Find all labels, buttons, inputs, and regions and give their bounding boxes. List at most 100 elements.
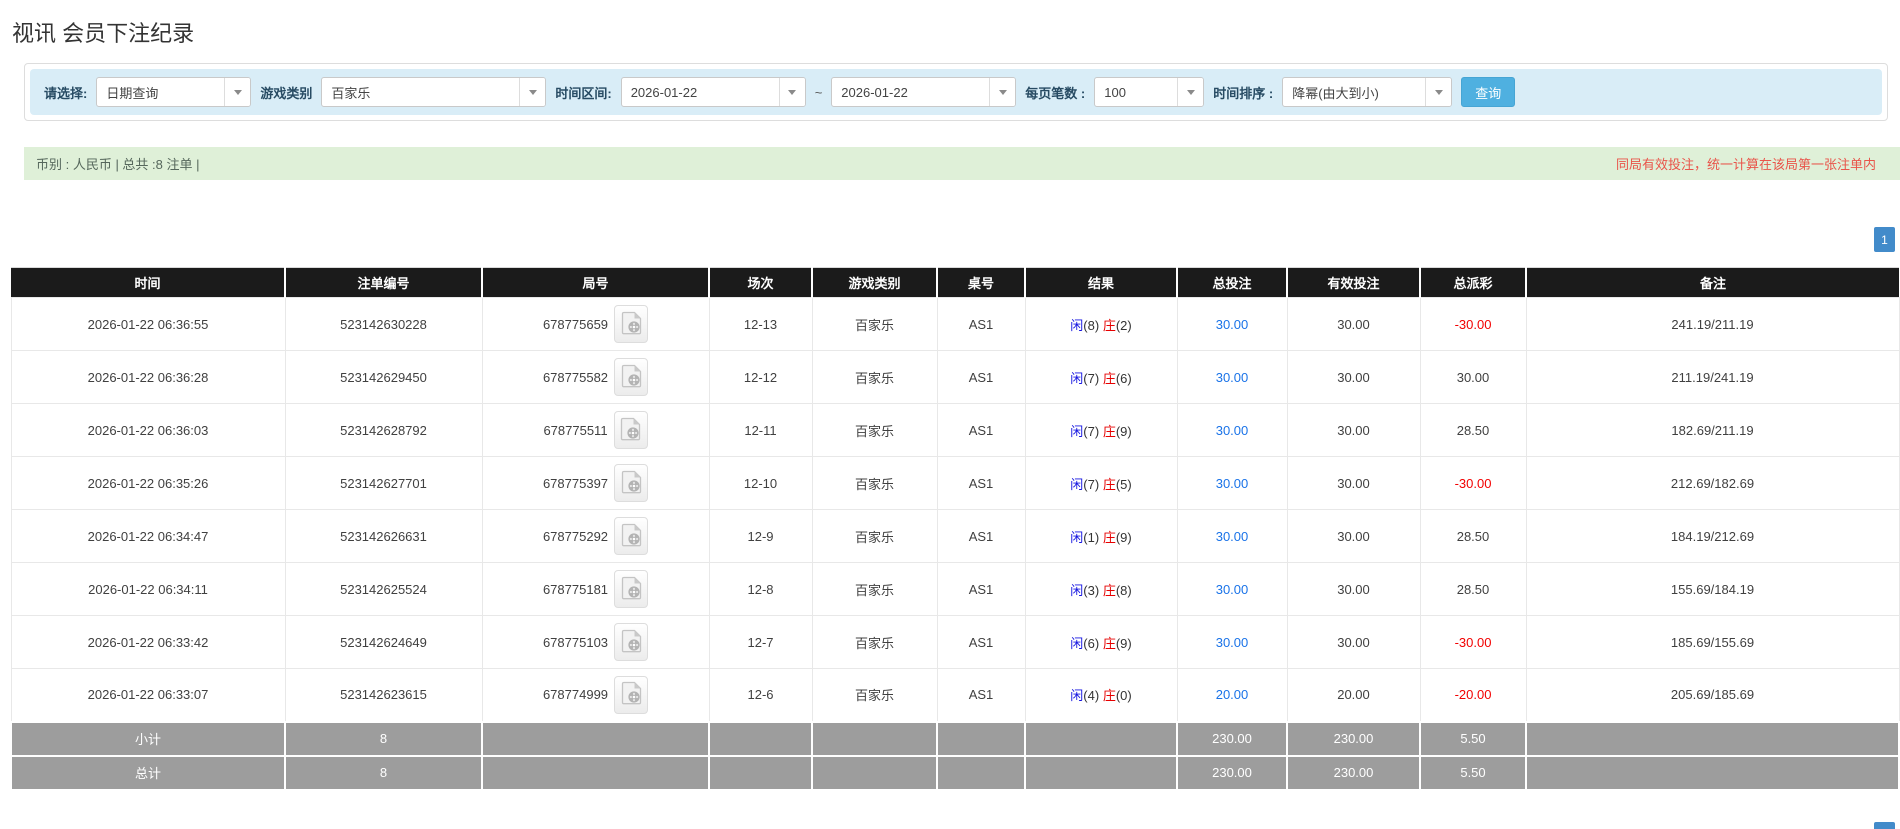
col-session: 场次 [708,267,813,298]
page-size-select[interactable]: 100 [1094,77,1205,107]
player-result-label: 闲 [1070,317,1084,333]
date-range-label: 时间区间: [555,85,612,101]
game-type-cell: 百家乐 [811,350,938,404]
col-time: 时间 [11,267,286,298]
query-type-value: 日期查询 [106,85,159,101]
col-round-no: 局号 [481,267,710,298]
pagination-page-1-top[interactable]: 1 [1874,227,1895,252]
video-replay-button[interactable] [614,305,649,343]
chevron-down-icon[interactable] [1425,78,1452,106]
total-payout: 5.50 [1419,754,1527,791]
player-result-value: (3) [1083,582,1100,598]
query-type-select[interactable]: 日期查询 [96,77,252,107]
payout-cell: -20.00 [1419,668,1527,722]
banker-result-label: 庄 [1102,370,1116,386]
summary-bar: 币别 : 人民币 | 总共 :8 注单 | 同局有效投注，统一计算在该局第一张注… [24,147,1900,180]
table-no-cell: AS1 [936,297,1026,351]
page-size-value: 100 [1104,84,1126,100]
round-no-text: 678775397 [542,475,609,491]
table-row: 2026-01-22 06:34:47 523142626631 6787752… [10,509,1900,563]
total-bet-link[interactable]: 30.00 [1215,369,1249,385]
time-cell: 2026-01-22 06:36:55 [10,297,286,351]
result-cell: 闲(3) 庄(8) [1024,562,1178,616]
col-payout: 总派彩 [1419,267,1527,298]
table-no-cell: AS1 [936,509,1026,563]
banker-result-value: (8) [1115,582,1132,598]
result-cell: 闲(7) 庄(5) [1024,456,1178,510]
player-result-label: 闲 [1070,423,1084,439]
round-no-cell: 678775582 [481,350,710,404]
remark-cell: 211.19/241.19 [1525,350,1900,404]
table-body: 2026-01-22 06:36:55 523142630228 6787756… [10,297,1900,722]
date-to-value: 2026-01-22 [841,84,908,100]
total-bet-link[interactable]: 30.00 [1215,634,1249,650]
total-bet-link[interactable]: 30.00 [1215,422,1249,438]
video-replay-button[interactable] [614,675,649,714]
result-cell: 闲(4) 庄(0) [1024,668,1178,722]
total-bet-cell: 20.00 [1176,668,1288,722]
time-cell: 2026-01-22 06:33:42 [10,615,286,669]
video-replay-button[interactable] [614,570,649,608]
total-label: 总计 [10,754,286,791]
pagination-page-1-bottom[interactable]: 1 [1874,822,1895,829]
video-file-icon [621,681,642,708]
col-total-bet: 总投注 [1176,267,1288,298]
remark-cell: 155.69/184.19 [1525,562,1900,616]
col-table-no: 桌号 [936,267,1026,298]
banker-result-label: 庄 [1102,688,1116,704]
search-button[interactable]: 查询 [1461,77,1516,107]
round-no-text: 678774999 [542,687,609,703]
round-no-text: 678775103 [542,634,609,650]
game-type-select[interactable]: 百家乐 [321,77,547,107]
payout-cell: 28.50 [1419,509,1527,563]
total-count: 8 [284,754,483,791]
session-cell: 12-9 [708,509,813,563]
total-bet-link[interactable]: 30.00 [1215,475,1249,491]
date-from-value: 2026-01-22 [630,84,698,100]
total-bet-cell: 30.00 [1176,456,1288,510]
chevron-down-icon[interactable] [224,78,251,106]
remark-cell: 184.19/212.69 [1525,509,1900,563]
date-range-tilde: ~ [814,84,823,100]
round-no-text: 678775511 [543,422,608,438]
date-to-select[interactable]: 2026-01-22 [831,77,1017,107]
filter-bar: 请选择: 日期查询 游戏类别 百家乐 时间区间: 2026-01-22 ~ 20… [30,69,1882,115]
player-result-value: (7) [1083,476,1100,492]
game-type-cell: 百家乐 [811,509,938,563]
total-total-bet: 230.00 [1176,754,1288,791]
total-bet-link[interactable]: 30.00 [1215,528,1249,544]
game-type-cell: 百家乐 [811,297,938,351]
valid-bet-cell: 30.00 [1286,456,1421,510]
currency-total-text: 币别 : 人民币 | 总共 :8 注单 | [36,157,200,172]
payout-cell: -30.00 [1419,615,1527,669]
chevron-down-icon[interactable] [1177,78,1204,106]
chevron-down-icon[interactable] [989,78,1016,106]
total-bet-link[interactable]: 30.00 [1215,316,1249,332]
video-replay-button[interactable] [614,517,649,555]
date-from-select[interactable]: 2026-01-22 [620,77,806,107]
video-replay-button[interactable] [613,411,648,449]
round-no-text: 678775181 [542,581,609,597]
video-replay-button[interactable] [614,358,649,396]
total-bet-link[interactable]: 30.00 [1215,581,1249,597]
player-result-label: 闲 [1070,635,1084,651]
video-file-icon [621,311,642,338]
col-bet-no: 注单编号 [284,267,483,298]
time-cell: 2026-01-22 06:36:28 [10,350,286,404]
video-replay-button[interactable] [614,464,649,502]
video-replay-button[interactable] [614,623,649,661]
game-type-cell: 百家乐 [811,668,938,722]
chevron-down-icon[interactable] [778,78,805,106]
round-no-cell: 678775659 [481,297,710,351]
player-result-value: (6) [1083,635,1100,651]
same-round-note: 同局有效投注，统一计算在该局第一张注单内 [1615,157,1876,172]
total-bet-link[interactable]: 20.00 [1215,687,1249,703]
subtotal-total-bet: 230.00 [1176,720,1288,757]
banker-result-value: (6) [1115,370,1132,386]
chevron-down-icon[interactable] [519,78,546,106]
sort-select[interactable]: 降幂(由大到小) [1282,77,1453,107]
total-bet-cell: 30.00 [1176,297,1288,351]
valid-bet-cell: 30.00 [1286,615,1421,669]
table-row: 2026-01-22 06:36:28 523142629450 6787755… [10,350,1900,404]
